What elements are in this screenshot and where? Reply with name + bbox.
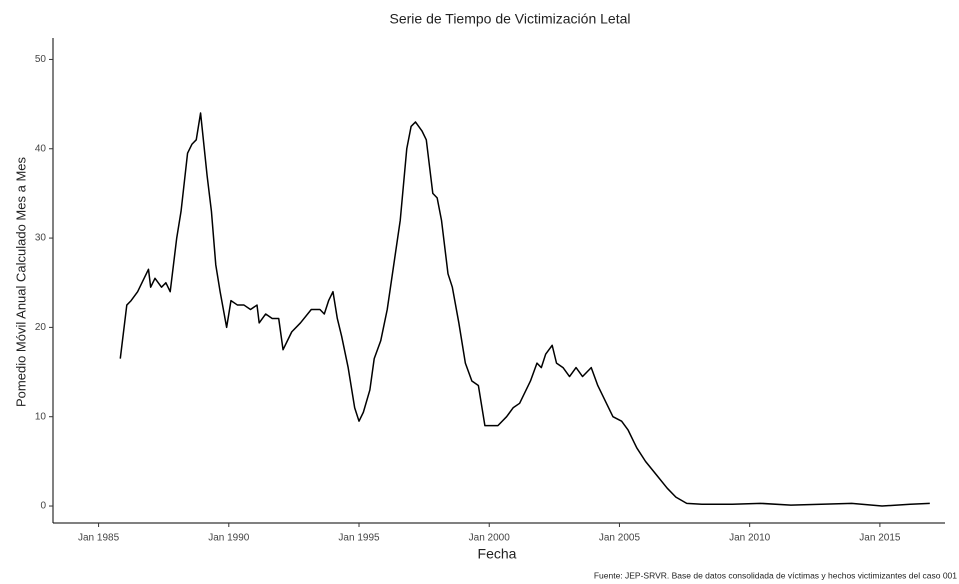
x-tick-label: Jan 1985 xyxy=(78,533,120,544)
chart-title: Serie de Tiempo de Victimización Letal xyxy=(390,11,631,27)
x-axis-label: Fecha xyxy=(478,546,517,562)
caption: Fuente: JEP-SRVR. Base de datos consolid… xyxy=(594,570,957,580)
data-line xyxy=(119,112,930,507)
x-tick-label: Jan 2015 xyxy=(859,533,901,544)
x-tick-label: Jan 2010 xyxy=(729,533,771,544)
y-tick-label: 20 xyxy=(35,322,47,333)
y-tick-label: 0 xyxy=(40,501,46,512)
x-tick-label: Jan 1995 xyxy=(338,533,380,544)
x-tick-label: Jan 2005 xyxy=(599,533,641,544)
y-tick-label: 50 xyxy=(35,54,47,65)
x-tick-label: Jan 2000 xyxy=(469,533,511,544)
x-tick-label: Jan 1990 xyxy=(208,533,250,544)
y-tick-label: 10 xyxy=(35,411,47,422)
y-axis-label: Pomedio Móvil Anual Calculado Mes a Mes xyxy=(13,156,28,407)
y-tick-label: 30 xyxy=(35,233,47,244)
y-tick-label: 40 xyxy=(35,143,47,154)
